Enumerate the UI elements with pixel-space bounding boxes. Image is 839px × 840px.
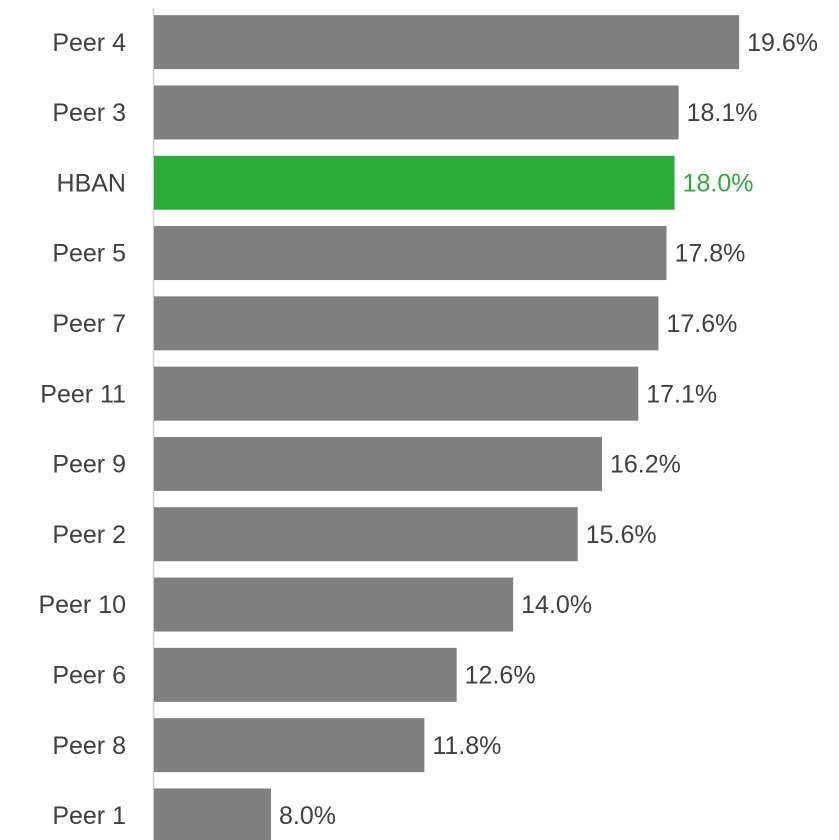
value-label: 18.0% bbox=[683, 169, 754, 197]
y-tick-label: Peer 8 bbox=[52, 732, 126, 760]
value-label: 17.8% bbox=[675, 240, 746, 268]
bar bbox=[154, 788, 272, 840]
y-tick-label: Peer 9 bbox=[52, 451, 126, 479]
value-label: 19.6% bbox=[747, 29, 818, 57]
bar bbox=[154, 577, 514, 632]
value-label: 15.6% bbox=[586, 521, 657, 549]
bar bbox=[154, 226, 667, 281]
value-label: 11.8% bbox=[432, 732, 501, 760]
bar bbox=[154, 85, 679, 140]
value-label: 17.1% bbox=[646, 380, 717, 408]
value-label: 8.0% bbox=[279, 802, 336, 830]
value-label: 18.1% bbox=[687, 99, 758, 127]
bar bbox=[154, 155, 675, 210]
bar bbox=[154, 15, 740, 70]
y-tick-label: Peer 1 bbox=[52, 802, 126, 830]
y-tick-label: Peer 3 bbox=[52, 99, 126, 127]
value-label: 17.6% bbox=[666, 310, 737, 338]
bar bbox=[154, 507, 578, 562]
bar bbox=[154, 436, 602, 491]
y-tick-label: Peer 5 bbox=[52, 240, 126, 268]
value-label: 12.6% bbox=[465, 661, 536, 689]
y-tick-label: Peer 4 bbox=[52, 29, 126, 57]
bar bbox=[154, 718, 425, 773]
bar bbox=[154, 366, 639, 421]
bar bbox=[154, 296, 659, 351]
bar bbox=[154, 647, 457, 702]
y-tick-label: Peer 7 bbox=[52, 310, 126, 338]
y-tick-label: Peer 6 bbox=[52, 661, 126, 689]
y-tick-label: Peer 10 bbox=[38, 591, 126, 619]
y-tick-label: Peer 2 bbox=[52, 521, 126, 549]
value-label: 16.2% bbox=[610, 451, 681, 479]
y-tick-label: Peer 11 bbox=[40, 380, 126, 408]
value-label: 14.0% bbox=[521, 591, 592, 619]
y-tick-label: HBAN bbox=[57, 169, 126, 197]
